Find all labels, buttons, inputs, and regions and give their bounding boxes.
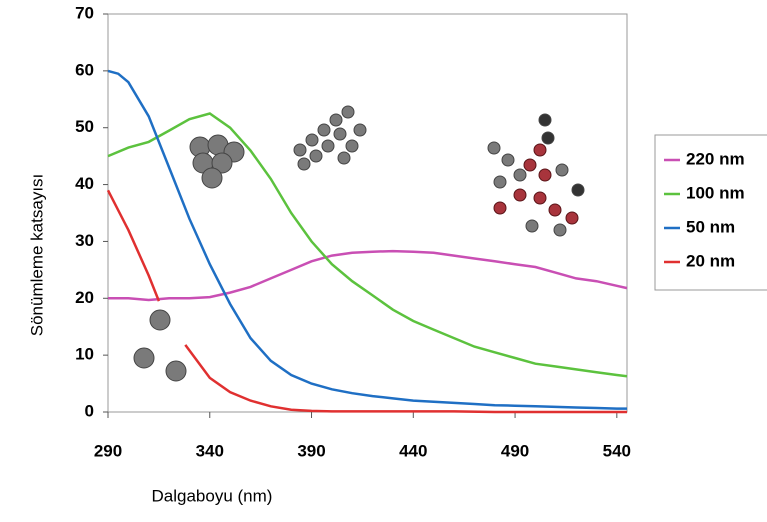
series-line (108, 114, 627, 377)
y-tick-label: 20 (75, 288, 94, 307)
y-axis-label: Sönümleme katsayısı (27, 174, 46, 337)
legend-label: 220 nm (686, 149, 745, 168)
y-tick-label: 60 (75, 60, 94, 79)
x-tick-label: 540 (603, 441, 631, 460)
x-tick-label: 390 (297, 441, 325, 460)
y-tick-label: 70 (75, 3, 94, 22)
chart: 220 nm 100 nm 50 nm 20 nm Dalgaboyu (nm) Sö… (0, 0, 767, 522)
y-tick-label: 30 (75, 231, 94, 250)
y-tick-label: 10 (75, 345, 94, 364)
series-line (108, 190, 627, 412)
legend-label: 100 nm (686, 183, 745, 202)
x-tick-label: 490 (501, 441, 529, 460)
x-tick-label: 340 (196, 441, 224, 460)
page: 220 nm 100 nm 50 nm 20 nm Dalgaboyu (nm) Sö… (0, 0, 767, 522)
y-tick-label: 0 (85, 401, 94, 420)
y-tick-label: 50 (75, 117, 94, 136)
x-tick-label: 440 (399, 441, 427, 460)
x-axis-label: Dalgaboyu (nm) (152, 486, 273, 505)
y-tick-label: 40 (75, 174, 94, 193)
x-tick-label: 290 (94, 441, 122, 460)
legend-label: 50 nm (686, 217, 735, 236)
legend-label: 20 nm (686, 251, 735, 270)
